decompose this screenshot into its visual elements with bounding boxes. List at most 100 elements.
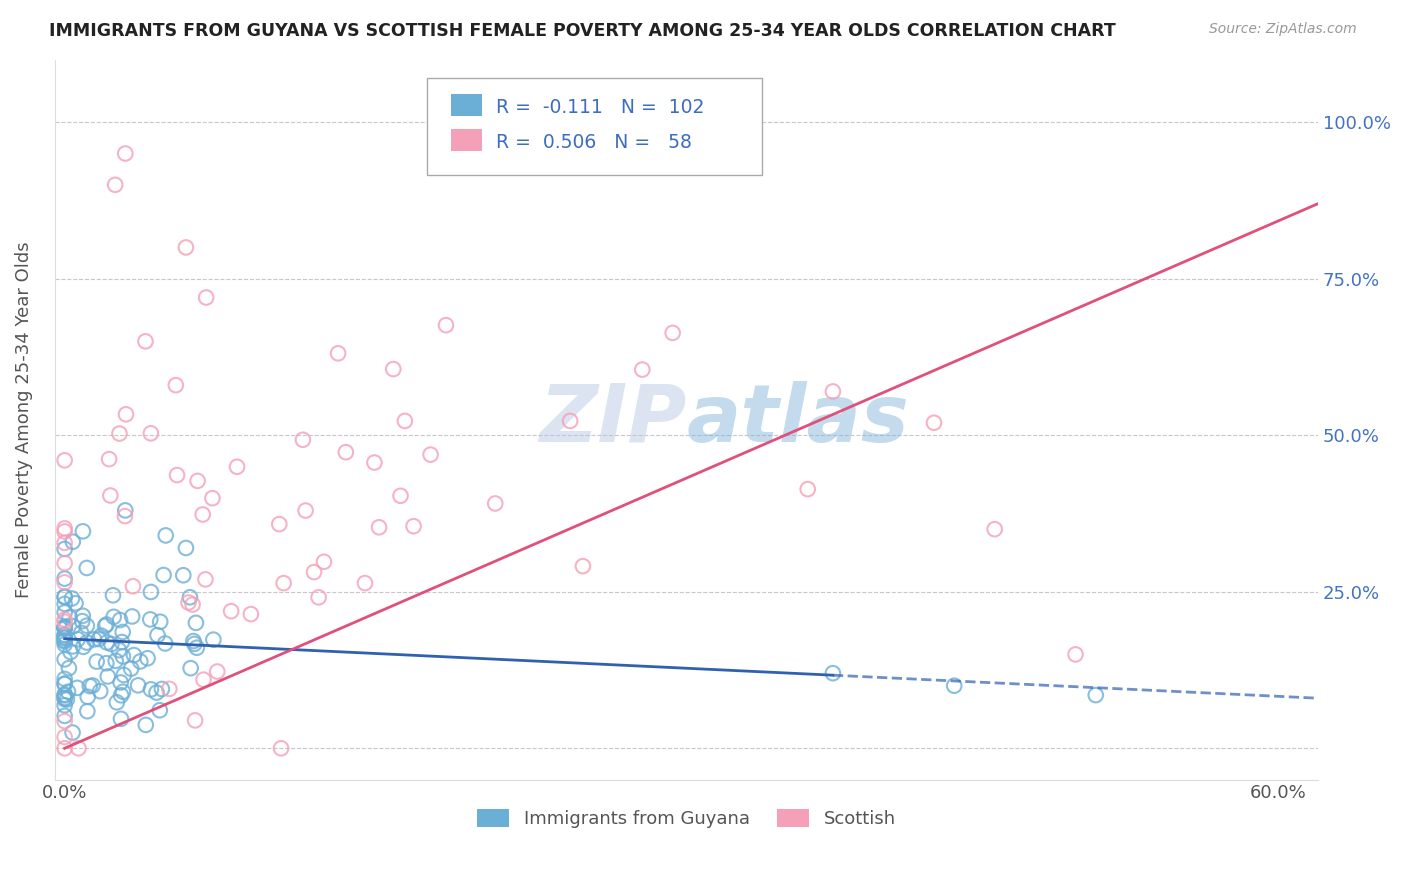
Point (165, 378, 187, 392)
Point (90, 629, 112, 643)
Point (100, 637, 122, 651)
Point (157, 681, 180, 696)
Point (922, 416, 945, 430)
Point (149, 703, 172, 717)
Point (62, 534, 84, 549)
Point (53, 572, 76, 586)
Point (139, 585, 162, 599)
Text: Source: ZipAtlas.com: Source: ZipAtlas.com (1209, 22, 1357, 37)
Point (66, 681, 89, 695)
Point (98, 452, 121, 467)
Point (111, 625, 134, 640)
Point (172, 568, 194, 582)
Point (136, 651, 159, 665)
Point (183, 634, 205, 648)
Point (120, 662, 142, 676)
Point (129, 655, 152, 669)
Point (139, 682, 162, 697)
Point (572, 559, 595, 574)
Point (239, 607, 262, 621)
Point (96, 657, 118, 671)
Text: ZIP: ZIP (538, 381, 686, 458)
Point (53, 677, 76, 691)
Point (66, 632, 89, 647)
Point (53, 637, 76, 651)
Point (174, 541, 197, 555)
Point (183, 637, 205, 651)
Point (560, 414, 582, 428)
Point (82, 679, 104, 693)
Point (62, 619, 84, 633)
Point (121, 609, 143, 624)
Point (115, 407, 138, 421)
Point (53, 672, 76, 686)
Point (53, 741, 76, 756)
Point (110, 712, 132, 726)
Point (101, 588, 124, 602)
Point (269, 517, 291, 532)
Point (76, 561, 98, 575)
Point (60, 591, 83, 606)
Point (53, 652, 76, 666)
Point (145, 685, 167, 699)
Point (273, 576, 295, 591)
Point (394, 414, 416, 428)
Point (53, 615, 76, 629)
Point (1084, 688, 1107, 702)
Point (94, 619, 117, 633)
Point (153, 636, 176, 650)
Point (53, 676, 76, 690)
Point (76, 618, 98, 632)
Point (53, 620, 76, 634)
Point (72, 640, 94, 654)
Point (59, 645, 82, 659)
Point (53, 620, 76, 634)
Point (83, 632, 105, 647)
Point (111, 649, 134, 664)
Point (821, 666, 844, 681)
Point (72, 608, 94, 623)
Point (96, 635, 118, 649)
Point (53, 689, 76, 703)
Point (270, 741, 292, 756)
Point (76, 635, 98, 649)
Point (184, 714, 207, 728)
Point (53, 541, 76, 556)
Point (53, 524, 76, 539)
Point (72, 614, 94, 628)
Point (72, 524, 94, 539)
Point (108, 613, 131, 627)
Point (184, 615, 207, 630)
Point (104, 654, 127, 668)
Point (70, 626, 93, 640)
Point (96, 617, 118, 632)
Point (62, 725, 84, 739)
Point (201, 491, 224, 505)
Point (53, 628, 76, 642)
Point (146, 628, 169, 642)
Point (112, 668, 135, 682)
FancyBboxPatch shape (451, 129, 482, 151)
Point (661, 326, 683, 340)
Point (53, 690, 76, 705)
Point (53, 621, 76, 635)
Point (53, 536, 76, 550)
Point (76, 704, 98, 718)
Point (294, 503, 316, 517)
Point (122, 579, 145, 593)
Point (53, 628, 76, 642)
Point (65, 596, 87, 610)
Point (312, 555, 335, 569)
Point (226, 459, 249, 474)
Point (1064, 648, 1087, 662)
Point (335, 445, 357, 459)
Point (108, 643, 131, 657)
Point (53, 631, 76, 645)
Y-axis label: Female Poverty Among 25-34 Year Olds: Female Poverty Among 25-34 Year Olds (15, 242, 32, 598)
Point (150, 681, 173, 696)
Point (111, 635, 134, 649)
FancyBboxPatch shape (451, 95, 482, 117)
Point (56, 692, 79, 706)
Point (114, 146, 136, 161)
Point (53, 606, 76, 620)
